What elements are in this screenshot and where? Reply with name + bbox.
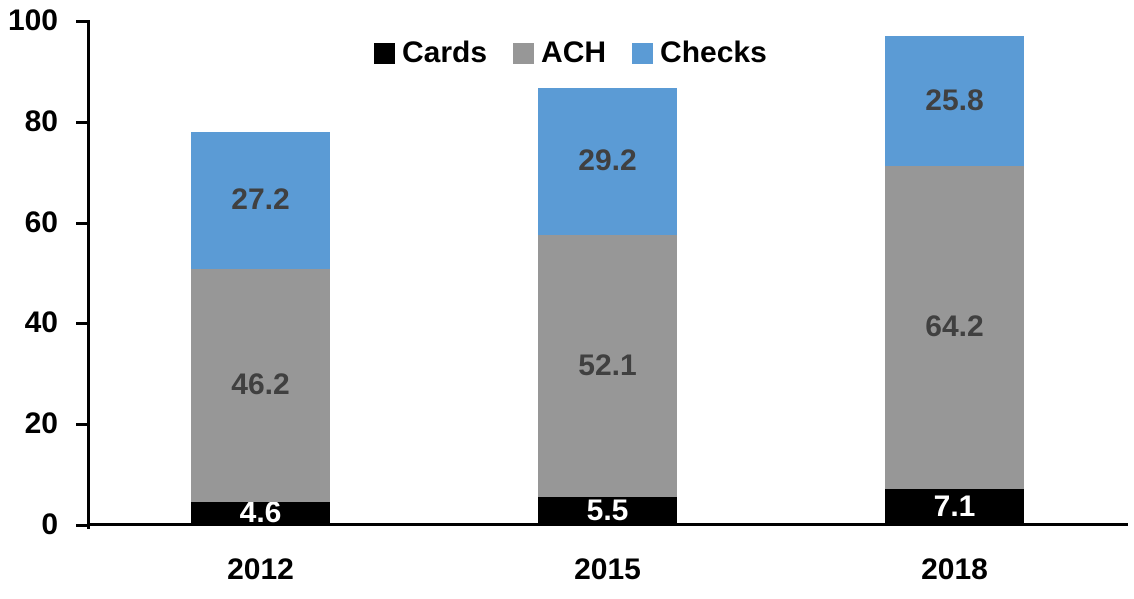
bar-segment-ach-2018: 64.2: [885, 165, 1024, 490]
bar-value-label: 52.1: [578, 348, 637, 382]
bar-value-label: 5.5: [586, 494, 629, 528]
y-axis-tick: [76, 322, 87, 326]
chart-legend: Cards ACH Checks: [374, 38, 767, 68]
bar-segment-checks-2015: 29.2: [538, 87, 677, 235]
y-tick-label: 40: [24, 306, 58, 340]
legend-label-checks: Checks: [660, 36, 767, 69]
bar-segment-cards-2012: 4.6: [191, 498, 330, 528]
y-axis-tick: [76, 423, 87, 427]
y-tick-label: 100: [7, 4, 58, 37]
legend-label-cards: Cards: [402, 36, 488, 69]
legend-item-ach: ACH: [513, 38, 606, 68]
y-axis-tick: [76, 524, 87, 527]
legend-item-cards: Cards: [374, 38, 487, 68]
bar-value-label: 4.6: [239, 496, 282, 530]
x-tick-label-2015: 2015: [574, 553, 641, 586]
bar-value-label: 25.8: [925, 83, 984, 117]
bar-segment-cards-2018: 7.1: [885, 489, 1024, 525]
legend-swatch-ach-icon: [513, 42, 535, 64]
y-tick-label: 60: [24, 205, 58, 239]
legend-swatch-checks-icon: [632, 42, 654, 64]
legend-label-ach: ACH: [541, 36, 607, 69]
y-axis-tick: [76, 221, 87, 225]
bar-segment-checks-2018: 25.8: [885, 35, 1024, 166]
y-tick-label: 0: [41, 508, 58, 541]
bar-segment-checks-2012: 27.2: [191, 131, 330, 269]
y-tick-label: 80: [24, 104, 58, 138]
bar-value-label: 29.2: [578, 144, 637, 178]
legend-item-checks: Checks: [632, 38, 767, 68]
y-axis-tick: [76, 120, 87, 124]
x-tick-label-2012: 2012: [227, 553, 294, 586]
bar-segment-ach-2015: 52.1: [538, 234, 677, 498]
bar-value-label: 64.2: [925, 310, 984, 344]
bar-segment-ach-2012: 46.2: [191, 268, 330, 502]
bar-value-label: 46.2: [231, 368, 290, 402]
y-axis-tick: [76, 20, 87, 23]
bar-segment-cards-2015: 5.5: [538, 494, 677, 528]
y-axis-line: [87, 20, 90, 529]
bar-value-label: 7.1: [933, 490, 976, 524]
x-tick-label-2018: 2018: [921, 553, 988, 586]
bar-value-label: 27.2: [231, 183, 290, 217]
legend-swatch-cards-icon: [374, 42, 395, 64]
y-tick-label: 20: [24, 407, 58, 441]
